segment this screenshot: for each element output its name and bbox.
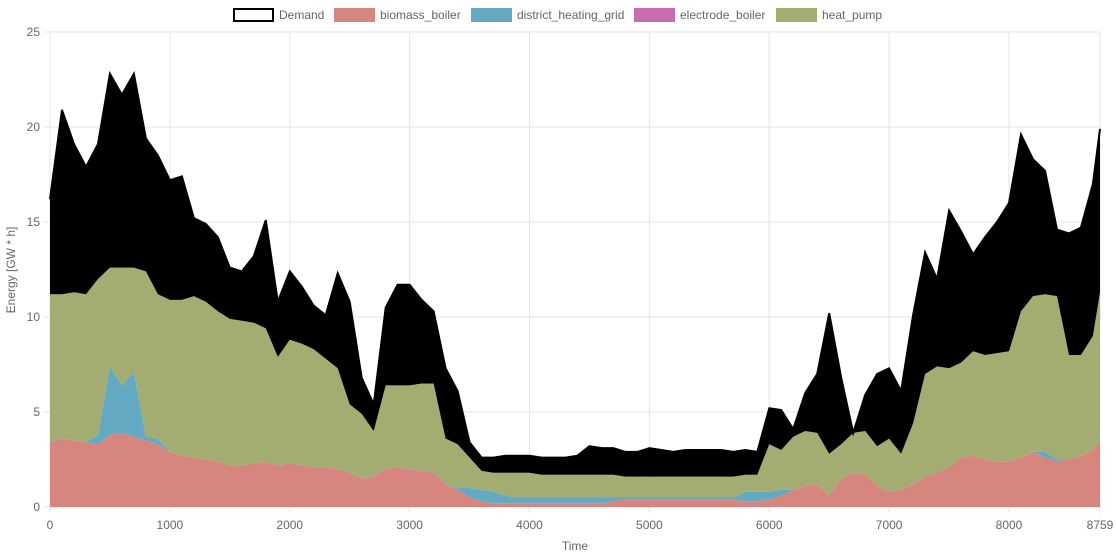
legend-swatch [776, 8, 817, 22]
legend-item-district-heating-grid: district_heating_grid [471, 8, 624, 22]
legend-item-Demand: Demand [233, 8, 324, 22]
x-tick-label: 5000 [636, 518, 663, 532]
legend-item-heat-pump: heat_pump [776, 8, 882, 22]
legend: Demand biomass_boiler district_heating_gri… [233, 8, 882, 22]
x-tick-label: 4000 [516, 518, 543, 532]
y-tick-label: 5 [33, 405, 40, 419]
x-tick-label: 0 [47, 518, 54, 532]
legend-item-biomass-boiler: biomass_boiler [334, 8, 461, 22]
y-axis-title: Energy [GW * h] [4, 227, 18, 314]
x-tick-label: 1000 [157, 518, 184, 532]
x-tick-label: 3000 [396, 518, 423, 532]
y-tick-label: 15 [27, 215, 41, 229]
demand-series [49, 70, 1101, 477]
legend-swatch [233, 8, 274, 22]
legend-swatch [334, 8, 375, 22]
legend-label: electrode_boiler [680, 8, 765, 22]
x-tick-label: 2000 [276, 518, 303, 532]
x-tick-label: 7000 [876, 518, 903, 532]
legend-swatch [634, 8, 675, 22]
legend-swatch [471, 8, 512, 22]
y-tick-label: 0 [33, 500, 40, 514]
demand-line [49, 70, 1101, 459]
x-axis-title: Time [562, 539, 589, 553]
legend-label: district_heating_grid [517, 8, 624, 22]
x-tick-label: 6000 [756, 518, 783, 532]
legend-label: heat_pump [822, 8, 882, 22]
x-tick-label: 8000 [996, 518, 1023, 532]
demand-band [50, 73, 1100, 477]
x-tick-label: 8759 [1087, 518, 1114, 532]
area-biomass-boiler [50, 432, 1100, 507]
series-areas [50, 267, 1100, 507]
legend-label: biomass_boiler [380, 8, 461, 22]
axes: 0 5 10 15 20 25 0 1000 2000 3000 4000 5000 6000 7000 8… [27, 25, 1114, 532]
legend-label: Demand [279, 8, 324, 22]
y-tick-label: 10 [27, 310, 41, 324]
y-tick-label: 20 [27, 120, 41, 134]
legend-item-electrode-boiler: electrode_boiler [634, 8, 765, 22]
y-tick-label: 25 [27, 25, 41, 39]
area-heat-pump [50, 267, 1100, 498]
